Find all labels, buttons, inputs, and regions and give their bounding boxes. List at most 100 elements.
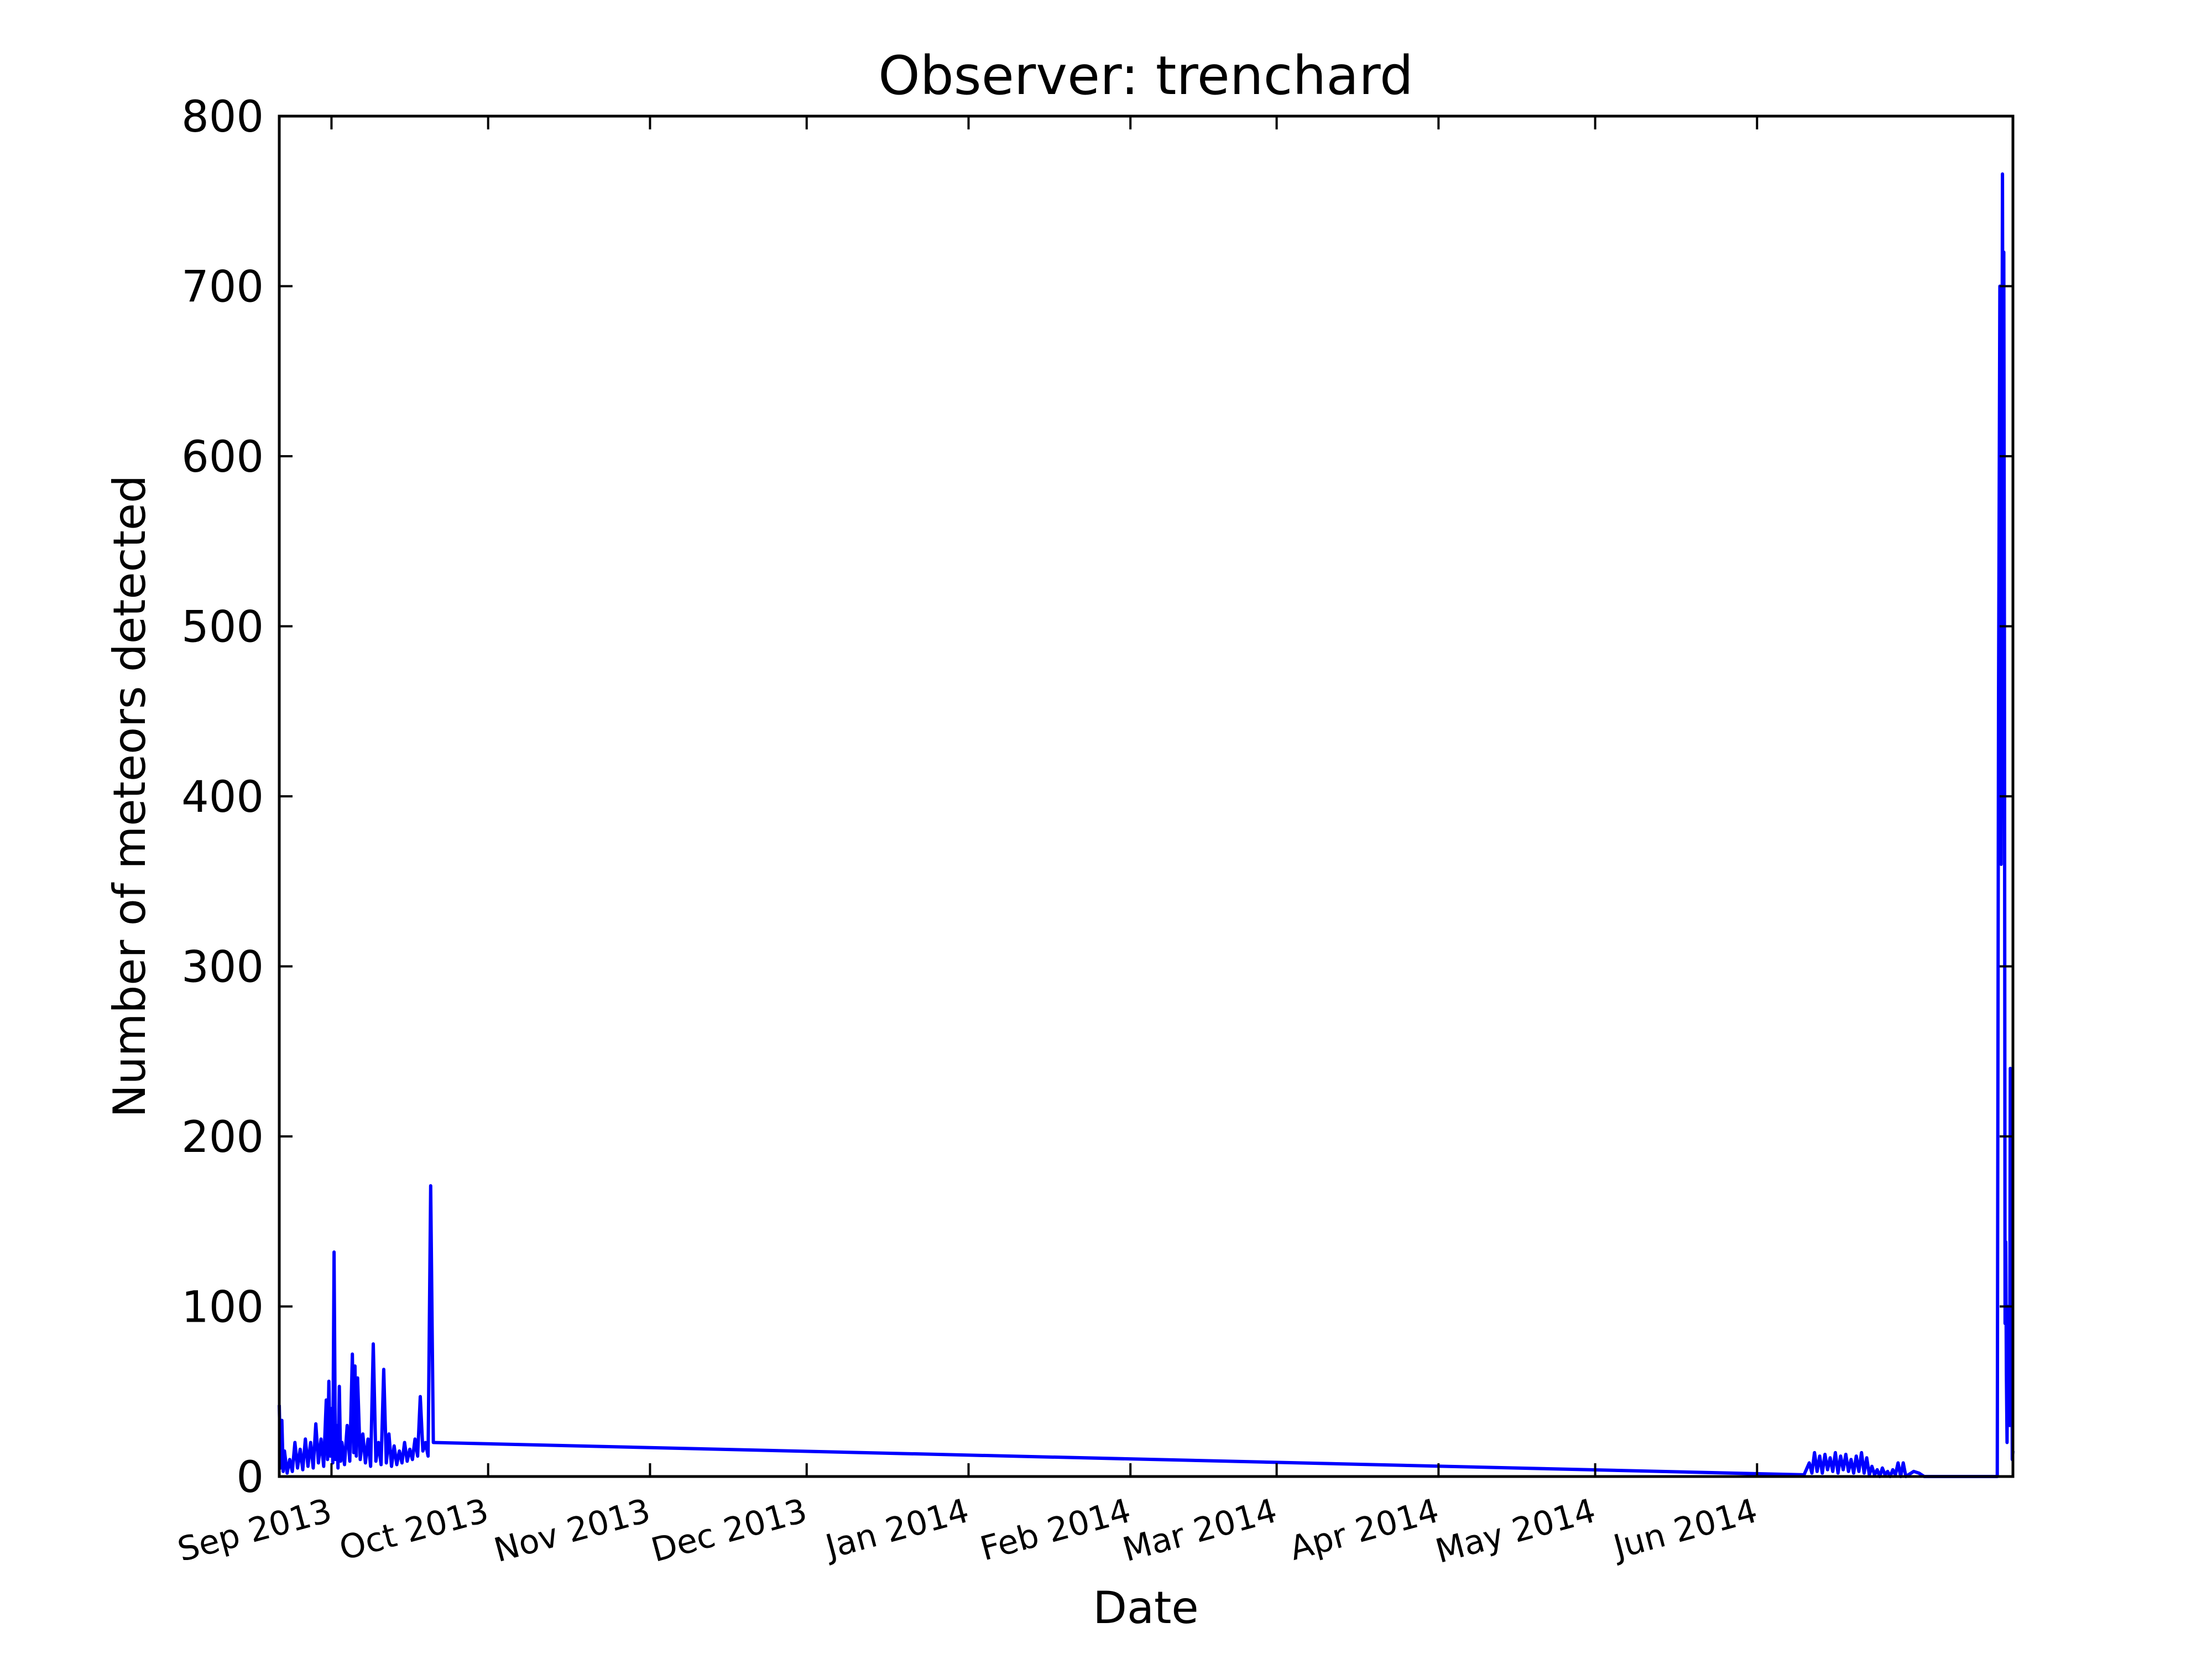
data-point [432,1441,435,1444]
x-axis-label: Date [1093,1582,1198,1634]
data-point [1826,1468,1829,1471]
data-point [337,1467,340,1469]
data-point [1847,1470,1850,1473]
data-point [427,1455,430,1458]
data-point [400,1462,403,1464]
data-point [306,1465,309,1468]
y-tick-label: 400 [181,773,264,822]
data-point [416,1455,419,1458]
data-point [1891,1468,1894,1471]
data-point [372,1343,374,1345]
data-point [1832,1470,1834,1473]
data-point [352,1451,355,1454]
data-point [1886,1470,1889,1473]
data-point [1818,1455,1821,1458]
data-point [364,1462,367,1464]
y-tick-label: 800 [181,92,264,142]
data-point [1808,1462,1811,1464]
data-point [301,1468,304,1471]
data-point [1821,1472,1824,1474]
data-point [1897,1462,1900,1464]
data-point [403,1441,406,1444]
data-point [286,1472,289,1474]
data-point [1997,693,2000,696]
data-point [409,1448,411,1451]
x-tick-label: Sep 2013 [174,1491,336,1569]
data-point [419,1395,421,1398]
plot-background [279,116,2013,1477]
y-tick-label: 0 [236,1453,264,1503]
data-point [2009,1067,2012,1070]
data-point [2006,1441,2008,1444]
data-point [1815,1470,1818,1473]
x-tick-label: May 2014 [1432,1491,1600,1571]
chart-title: Observer: trenchard [878,45,1413,107]
x-tick-label: Jan 2014 [820,1491,973,1567]
x-tick-label: Nov 2013 [490,1491,654,1570]
data-point [424,1441,427,1444]
y-tick-label: 700 [181,263,264,312]
data-point [377,1441,380,1444]
data-point [325,1399,327,1401]
data-point [348,1460,351,1463]
data-point [304,1438,307,1441]
data-point [1844,1453,1847,1456]
data-point [288,1458,291,1461]
data-point [2001,173,2004,175]
data-point [353,1365,356,1368]
data-point [374,1460,377,1463]
data-point [2010,1169,2012,1172]
data-point [1829,1457,1832,1459]
data-point [2002,251,2005,253]
data-point [317,1462,320,1464]
data-point [385,1462,388,1464]
data-point [1850,1458,1853,1461]
data-point [411,1458,414,1461]
data-point [338,1385,341,1388]
data-point [1865,1457,1868,1459]
x-tick-label: Apr 2014 [1286,1491,1443,1568]
plot-frame [278,114,2015,1478]
data-point [1881,1467,1884,1469]
data-point [1918,1472,1921,1474]
data-point [2002,506,2005,509]
y-tick-label: 300 [181,943,264,993]
data-point [369,1465,372,1468]
x-tick-label: Jun 2014 [1608,1491,1761,1567]
data-point [341,1441,343,1444]
data-point [322,1465,325,1468]
data-point [2007,1407,2010,1410]
data-point [327,1380,330,1383]
data-point [380,1463,383,1466]
data-point [346,1424,348,1427]
data-point [390,1465,393,1468]
data-point [2007,1308,2010,1311]
data-point [2003,659,2006,661]
y-tick-label: 600 [181,432,264,482]
data-point [1852,1472,1855,1474]
data-point [296,1467,299,1469]
data-point [1863,1472,1865,1474]
data-point [382,1368,385,1371]
data-point [1876,1468,1879,1471]
data-point [299,1448,301,1451]
data-point [1837,1472,1839,1474]
data-point [343,1463,346,1466]
y-tick-label: 100 [181,1283,264,1333]
data-point [1842,1468,1845,1471]
data-point [330,1407,333,1410]
data-point [2005,1373,2008,1376]
data-point [355,1455,358,1458]
data-point [320,1438,322,1441]
data-point [351,1353,354,1355]
x-tick-label: Feb 2014 [976,1491,1135,1569]
data-point [2000,863,2002,865]
data-point [326,1458,329,1461]
data-point [1824,1453,1827,1456]
y-axis-label: Number of meteors detected [104,475,155,1118]
x-tick-label: Mar 2014 [1119,1491,1281,1569]
data-point [282,1470,285,1473]
data-point [1855,1455,1858,1458]
x-tick-label: Dec 2013 [647,1491,811,1570]
